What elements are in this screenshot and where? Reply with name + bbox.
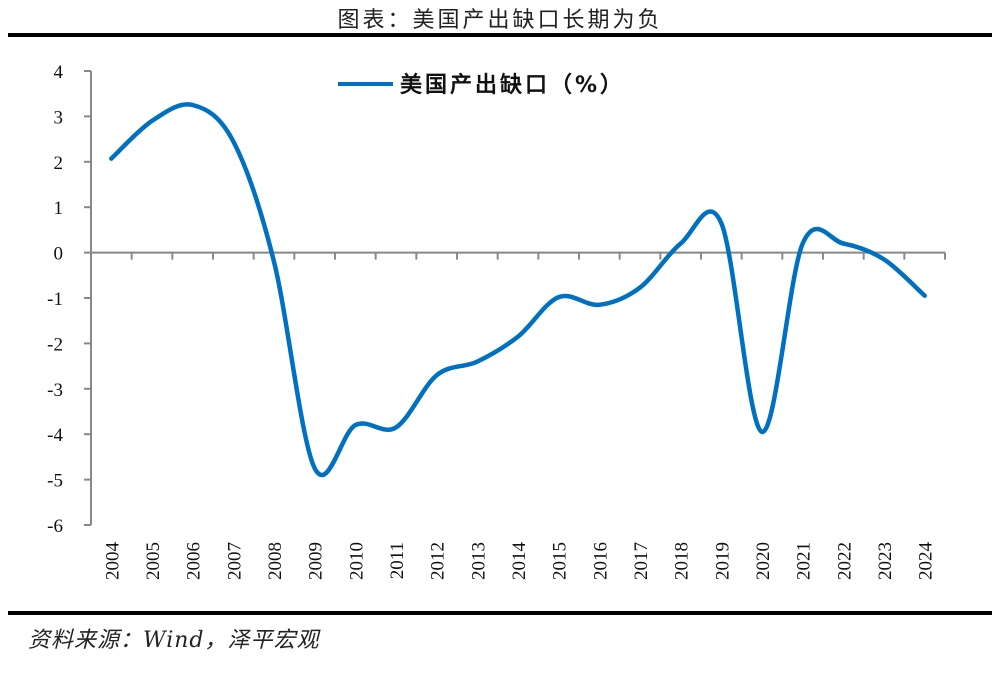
x-tick-label: 2015: [550, 542, 571, 580]
x-tick-label: 2020: [753, 542, 774, 580]
x-tick-label: 2005: [143, 542, 164, 580]
y-axis: 4 3 2 1 0 -1 -2 -3 -4 -5 -6: [47, 62, 92, 537]
x-tick-label: 2019: [712, 542, 733, 580]
x-tick-label: 2006: [184, 542, 205, 580]
x-tick-label: 2018: [672, 542, 693, 580]
legend: 美国产出缺口（%）: [338, 72, 625, 98]
x-tick-label: 2021: [794, 542, 815, 580]
y-tick-label: -5: [47, 471, 63, 492]
series-line-output-gap: [109, 102, 927, 478]
source-note: 资料来源：Wind，泽平宏观: [28, 628, 320, 653]
top-rule: [8, 33, 992, 37]
x-tick-label: 2010: [346, 542, 367, 580]
x-axis: 2004 2005 2006 2007 2008 2009 2010 2011 2012 2013…: [91, 251, 946, 581]
y-tick-label: 0: [54, 244, 64, 265]
y-tick-label: -6: [47, 516, 63, 537]
chart-title: 图表：美国产出缺口长期为负: [337, 8, 663, 33]
x-tick-label: 2022: [834, 542, 855, 580]
x-tick-label: 2023: [875, 542, 896, 580]
x-tick-label: 2012: [428, 542, 449, 580]
x-tick-label: 2013: [468, 542, 489, 580]
y-tick-label: 1: [54, 198, 64, 219]
y-tick-label: 2: [54, 153, 64, 174]
y-tick-label: -1: [47, 289, 63, 310]
y-tick-label: -2: [47, 334, 63, 355]
y-tick-label: 3: [54, 107, 64, 128]
y-tick-label: -3: [47, 380, 63, 401]
legend-label: 美国产出缺口（%）: [400, 72, 625, 98]
x-tick-label: 2008: [265, 542, 286, 580]
x-tick-label: 2024: [916, 542, 937, 581]
x-tick-label: 2016: [590, 542, 611, 580]
x-tick-label: 2007: [224, 542, 245, 580]
x-tick-label: 2004: [102, 542, 123, 581]
x-tick-label: 2011: [387, 542, 408, 579]
y-tick-label: -4: [47, 425, 63, 446]
x-tick-label: 2014: [509, 542, 530, 581]
x-tick-label: 2009: [306, 542, 327, 580]
x-tick-label: 2017: [631, 542, 652, 580]
bottom-rule: [8, 611, 992, 615]
y-tick-label: 4: [54, 62, 64, 83]
